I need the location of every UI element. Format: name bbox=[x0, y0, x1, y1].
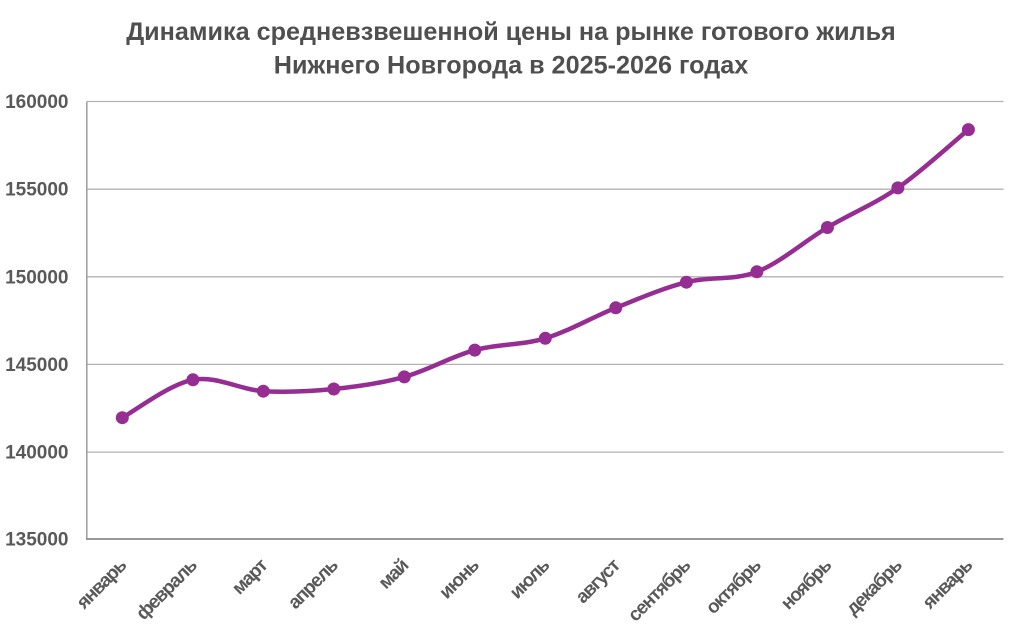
svg-text:155000: 155000 bbox=[5, 180, 68, 201]
svg-text:Динамика средневзвешенной цены: Динамика средневзвешенной цены на рынке … bbox=[126, 18, 896, 46]
svg-text:январь: январь bbox=[918, 555, 977, 614]
svg-text:сентябрь: сентябрь bbox=[624, 555, 695, 626]
svg-text:150000: 150000 bbox=[5, 267, 68, 288]
svg-text:Нижнего Новгорода в 2025-2026: Нижнего Новгорода в 2025-2026 годах bbox=[274, 52, 748, 80]
svg-text:ноябрь: ноябрь bbox=[777, 555, 836, 614]
svg-text:июнь: июнь bbox=[435, 555, 483, 603]
svg-text:140000: 140000 bbox=[5, 443, 68, 464]
svg-text:март: март bbox=[228, 555, 272, 599]
svg-text:апрель: апрель bbox=[284, 555, 342, 613]
svg-text:август: август bbox=[572, 555, 625, 608]
svg-text:январь: январь bbox=[72, 555, 131, 614]
svg-text:июль: июль bbox=[506, 555, 554, 603]
svg-text:135000: 135000 bbox=[5, 529, 68, 550]
svg-text:октябрь: октябрь bbox=[702, 555, 765, 618]
svg-text:145000: 145000 bbox=[5, 355, 68, 376]
svg-text:май: май bbox=[375, 555, 413, 593]
svg-text:160000: 160000 bbox=[5, 92, 68, 113]
svg-text:декабрь: декабрь bbox=[842, 555, 906, 619]
svg-text:февраль: февраль bbox=[132, 555, 201, 624]
